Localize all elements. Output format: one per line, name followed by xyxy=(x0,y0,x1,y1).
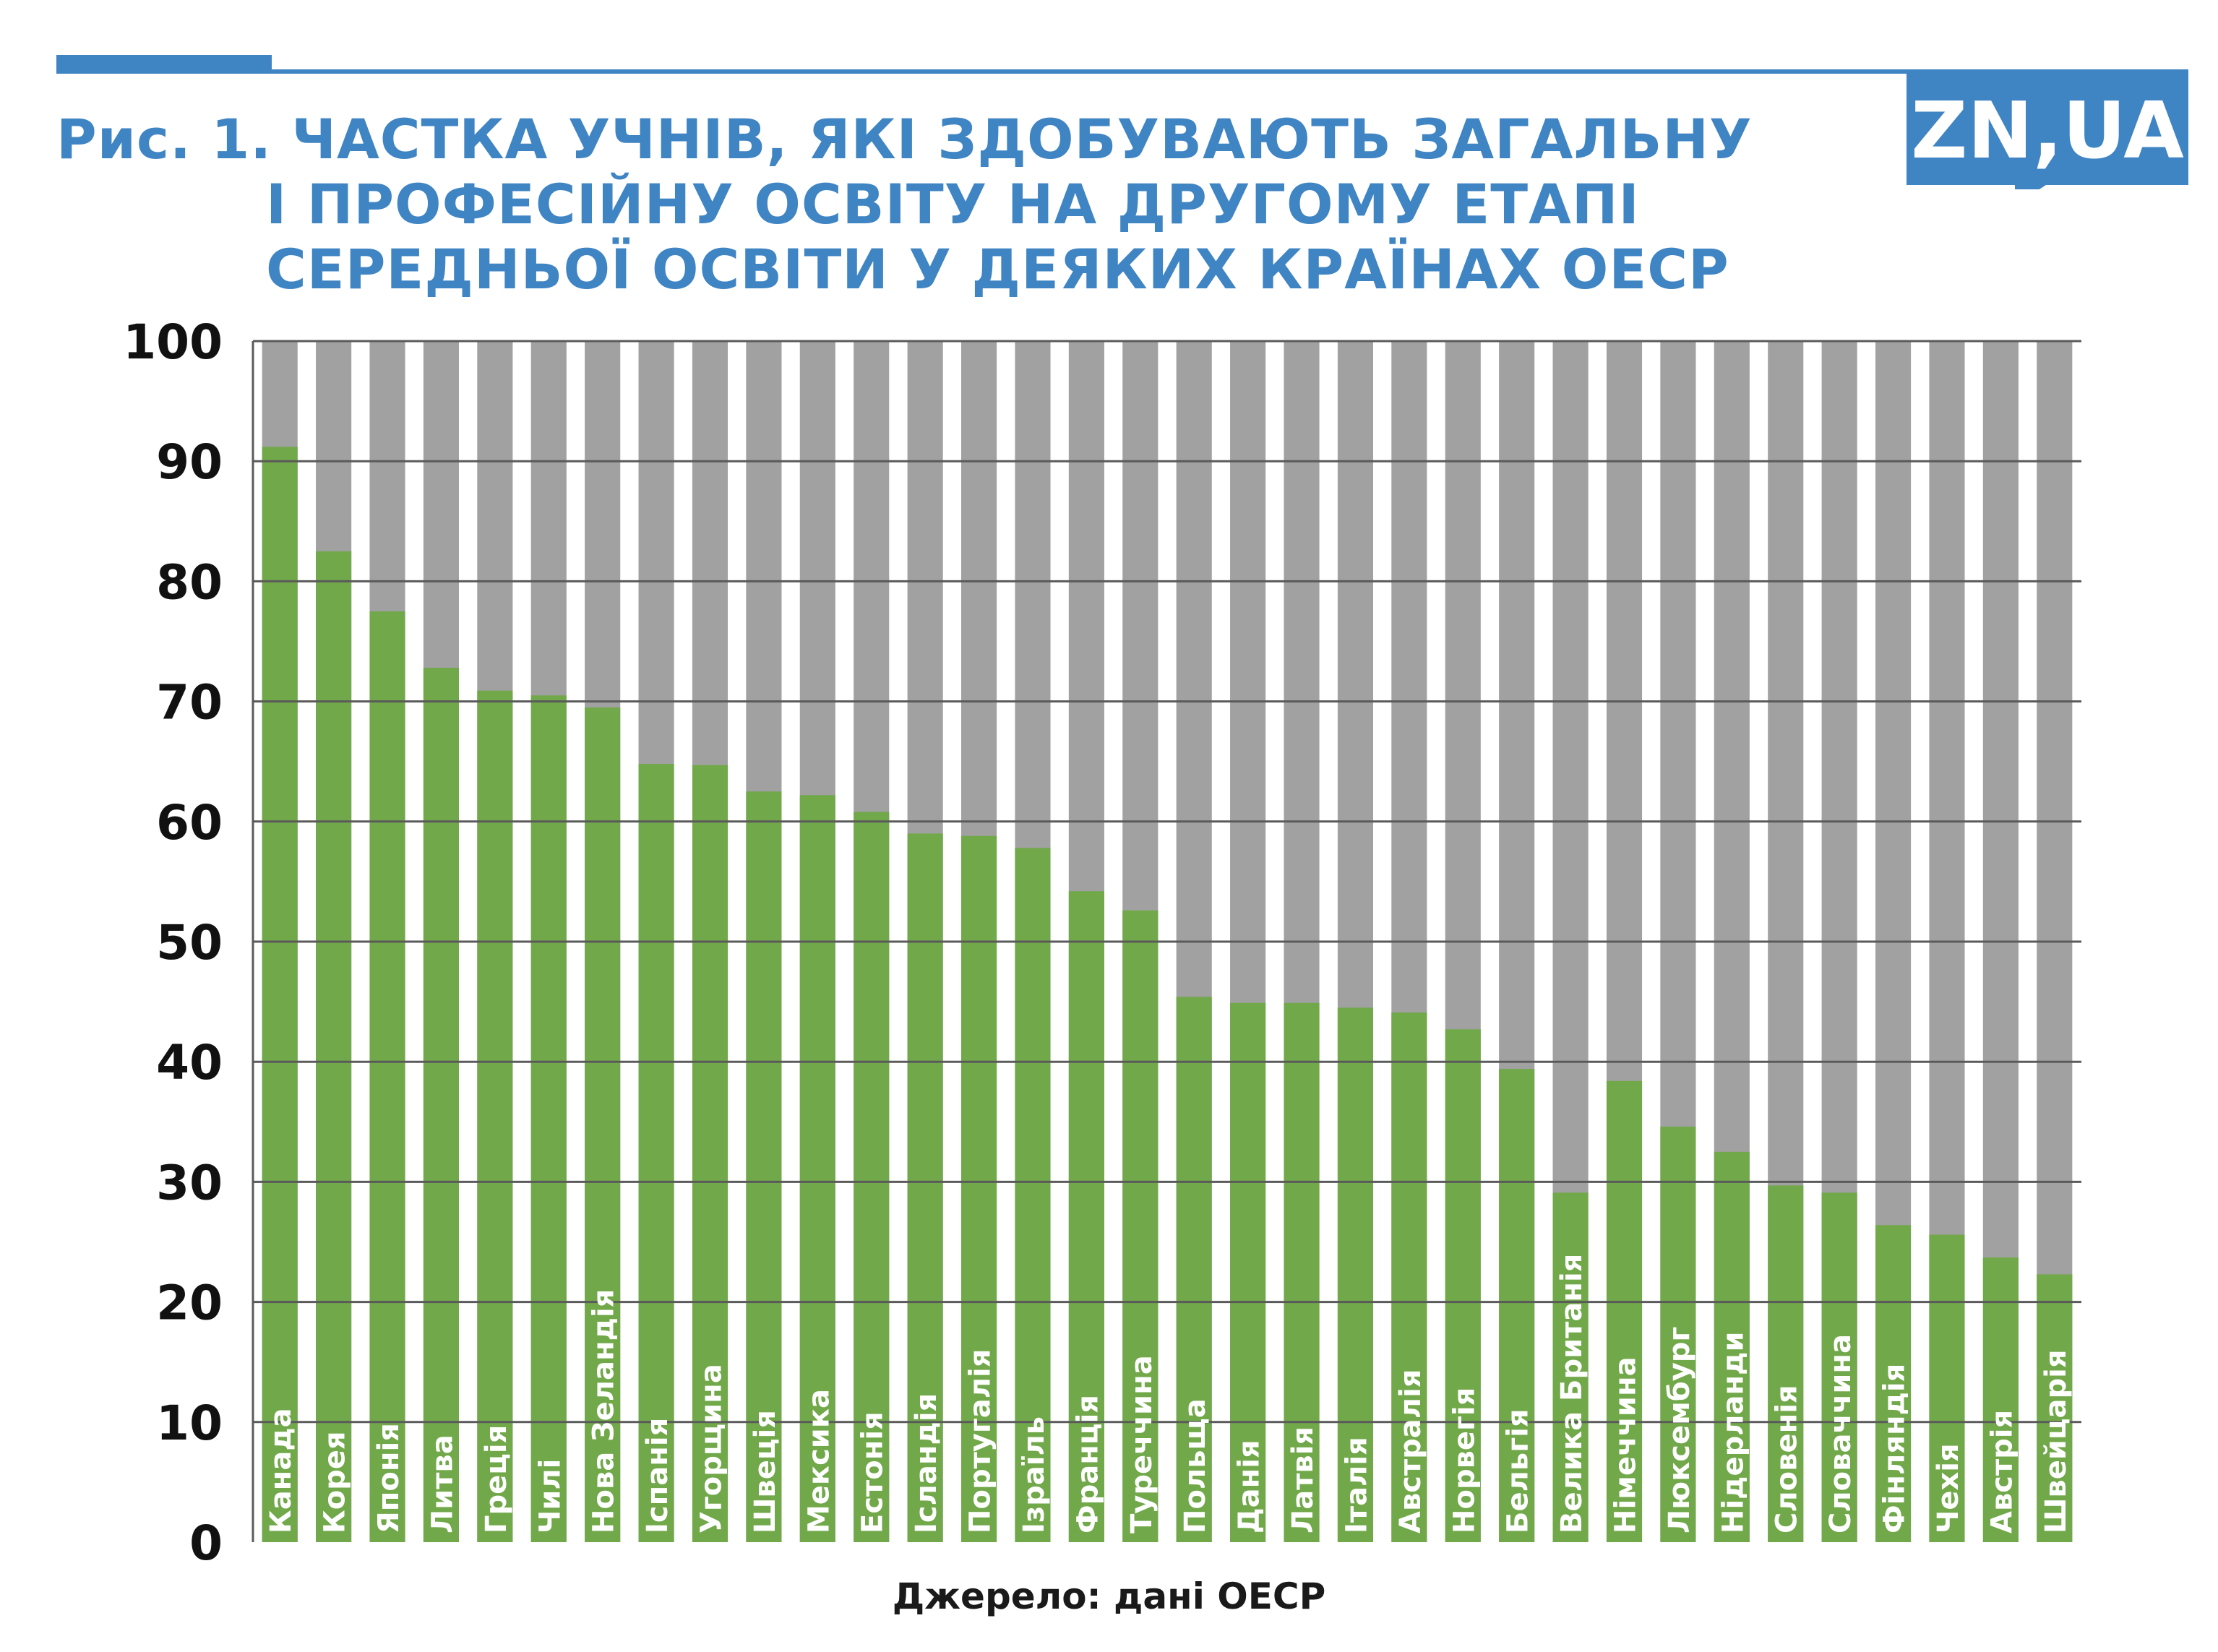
bar xyxy=(1982,1257,2019,1542)
category-label: Данія xyxy=(1233,1440,1266,1533)
bar xyxy=(585,707,621,1543)
chart-title: Рис. 1. ЧАСТКА УЧНІВ, ЯКІ ЗДОБУВАЮТЬ ЗАГ… xyxy=(56,107,1753,302)
y-tick-label: 60 xyxy=(156,795,223,851)
bar xyxy=(477,690,513,1542)
category-label: Норвегія xyxy=(1448,1388,1481,1533)
bar xyxy=(2037,1274,2073,1542)
logo-tail xyxy=(2015,184,2048,189)
y-tick-label: 80 xyxy=(156,554,223,610)
category-label: Нова Зеландія xyxy=(588,1289,621,1533)
category-label: Словенія xyxy=(1771,1385,1804,1533)
bar xyxy=(746,791,782,1542)
category-label: Італія xyxy=(1340,1437,1373,1533)
category-label: Люксембург xyxy=(1663,1327,1696,1533)
category-label: Австралія xyxy=(1394,1369,1427,1533)
bar xyxy=(1714,1151,1750,1542)
category-label: Японія xyxy=(372,1423,405,1533)
category-label: Польща xyxy=(1179,1398,1212,1533)
bar xyxy=(961,835,997,1542)
y-tick-label: 10 xyxy=(156,1395,223,1451)
bar xyxy=(369,611,405,1543)
gridlines-group xyxy=(252,340,2081,1542)
top-rule-accent xyxy=(56,55,272,74)
bar xyxy=(1391,1012,1427,1542)
category-label: Греція xyxy=(480,1425,513,1533)
category-label: Бельгія xyxy=(1502,1409,1535,1534)
category-label: Нідерланди xyxy=(1716,1331,1750,1533)
y-tick-label: 70 xyxy=(156,675,223,731)
bar xyxy=(1284,1002,1320,1542)
bar xyxy=(262,447,298,1542)
bar xyxy=(1337,1007,1373,1542)
bar xyxy=(1068,891,1104,1542)
category-label: Чилі xyxy=(533,1459,567,1533)
zn-ua-logo: ZN,UA xyxy=(1907,69,2188,189)
category-label: Іспанія xyxy=(641,1418,674,1533)
category-label: Туреччина xyxy=(1125,1355,1159,1533)
category-label: Угорщина xyxy=(695,1364,728,1533)
bar xyxy=(1176,997,1212,1542)
bar xyxy=(1015,848,1051,1542)
category-label: Німеччина xyxy=(1609,1356,1643,1533)
bar xyxy=(316,551,352,1542)
y-tick-label: 100 xyxy=(123,314,223,370)
category-label: Канада xyxy=(265,1408,298,1533)
bar xyxy=(1606,1080,1643,1542)
logo-background xyxy=(1907,69,2188,185)
category-label: Латвія xyxy=(1286,1427,1320,1533)
bar xyxy=(423,668,459,1543)
bar xyxy=(1660,1126,1696,1542)
bar xyxy=(1821,1192,1857,1542)
bar xyxy=(1499,1069,1535,1542)
bar xyxy=(1122,910,1159,1542)
category-label: Франція xyxy=(1071,1395,1104,1533)
category-label: Швеція xyxy=(749,1410,782,1533)
y-tick-label: 90 xyxy=(156,434,223,490)
y-tick-label: 30 xyxy=(156,1155,223,1210)
bar xyxy=(530,695,567,1542)
category-label: Австрія xyxy=(1985,1410,2019,1533)
bar xyxy=(1552,1192,1589,1542)
bar xyxy=(854,812,890,1542)
category-label: Литва xyxy=(426,1434,459,1533)
category-labels-group: Канада Корея Японія Литва Греція Чилі Нова Зел… xyxy=(265,1254,2073,1533)
category-label: Мексика xyxy=(802,1389,835,1533)
chart-title-line-1: Рис. 1. ЧАСТКА УЧНІВ, ЯКІ ЗДОБУВАЮТЬ ЗАГ… xyxy=(56,107,1753,171)
category-label: Естонія xyxy=(856,1411,890,1533)
chart-title-line-3: СЕРЕДНЬОЇ ОСВІТИ У ДЕЯКИХ КРАЇНАХ ОЕСР xyxy=(266,237,1729,301)
category-label: Чехія xyxy=(1932,1443,1965,1533)
bar xyxy=(1929,1234,1965,1542)
chart-title-line-2: І ПРОФЕСІЙНУ ОСВІТУ НА ДРУГОМУ ЕТАПІ xyxy=(266,172,1640,236)
category-label: Швейцарія xyxy=(2039,1349,2073,1533)
y-tick-label: 0 xyxy=(189,1515,223,1571)
bar xyxy=(1875,1225,1912,1542)
category-label: Ісландія xyxy=(910,1393,943,1533)
category-label: Португалія xyxy=(964,1349,997,1533)
bar xyxy=(1768,1185,1804,1542)
y-tick-label: 20 xyxy=(156,1275,223,1331)
source-note: Джерело: дані ОЕСР xyxy=(892,1575,1326,1617)
logo-text: ZN,UA xyxy=(1911,86,2184,176)
category-label: Словаччина xyxy=(1824,1334,1857,1533)
bar xyxy=(692,765,728,1542)
category-label: Велика Британія xyxy=(1555,1254,1589,1533)
top-rule xyxy=(272,69,1911,74)
y-tick-label: 50 xyxy=(156,915,223,971)
bar xyxy=(1445,1029,1481,1542)
y-tick-label: 40 xyxy=(156,1035,223,1090)
bar xyxy=(638,764,674,1542)
bar xyxy=(1230,1002,1266,1542)
bar xyxy=(907,833,943,1542)
category-label: Корея xyxy=(319,1431,352,1533)
category-label: Фінляндія xyxy=(1878,1364,1912,1533)
y-ticks-group: 0 10 20 30 40 50 60 70 80 90 100 xyxy=(123,314,223,1571)
category-label: Ізраїль xyxy=(1018,1416,1051,1533)
bar xyxy=(799,795,835,1542)
